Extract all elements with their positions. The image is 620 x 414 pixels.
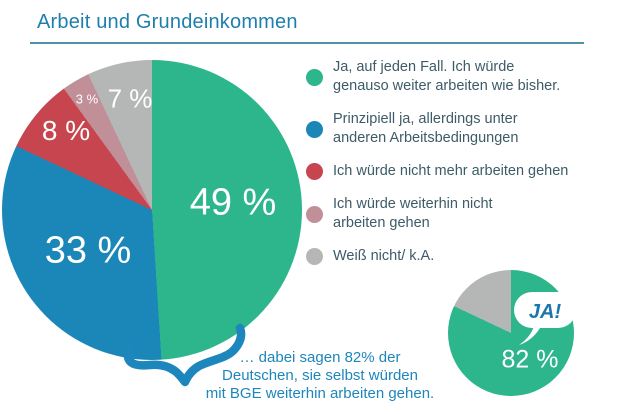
legend-item-nicht-mehr-arbeiten: Ich würde nicht mehr arbeiten gehen [306, 162, 608, 181]
slice-label-3: 3 % [75, 91, 99, 107]
legend-dot-green [306, 68, 323, 86]
legend-item-weiss-nicht: Weiß nicht/ k.A. [306, 247, 608, 266]
legend-item-ja-auf-jeden-fall: Ja, auf jeden Fall. Ich würde genauso we… [306, 58, 608, 96]
slice-label-8: 8 % [41, 115, 91, 146]
ja-speech-bubble: JA! [514, 292, 576, 345]
page-title: Arbeit und Grundeinkommen [37, 11, 298, 33]
legend-label: Ja, auf jeden Fall. Ich würde genauso we… [333, 59, 561, 94]
legend-dot-rose [306, 205, 323, 223]
legend-dot-gray [306, 248, 323, 265]
legend-dot-blue [306, 120, 323, 138]
slice-label-82: 82 % [501, 345, 559, 374]
legend-dot-red [306, 163, 323, 180]
legend-label: Prinzipiell ja, allerdings unter anderen… [333, 111, 519, 146]
legend-label: Ich würde weiterhin nicht arbeiten gehen [333, 196, 493, 231]
ja-badge-text: JA! [529, 301, 562, 323]
legend-item-prinzipiell-ja: Prinzipiell ja, allerdings unter anderen… [306, 110, 608, 148]
curly-brace-decoration [123, 323, 246, 387]
slice-label-7: 7 % [107, 83, 153, 114]
slice-label-33: 33 % [44, 229, 132, 272]
slice-label-49: 49 % [189, 181, 277, 224]
title-divider [30, 42, 584, 44]
legend: Ja, auf jeden Fall. Ich würde genauso we… [306, 58, 608, 266]
main-pie-chart: 49 % 33 % 8 % 3 % 7 % [2, 60, 302, 360]
legend-label: Weiß nicht/ k.A. [333, 248, 435, 264]
legend-item-weiterhin-nicht-arbeiten: Ich würde weiterhin nicht arbeiten gehen [306, 195, 608, 233]
annotation-caption: … dabei sagen 82% der Deutschen, sie sel… [205, 349, 435, 402]
legend-label: Ich würde nicht mehr arbeiten gehen [333, 163, 569, 179]
small-pie-chart: 82 % [448, 270, 574, 396]
